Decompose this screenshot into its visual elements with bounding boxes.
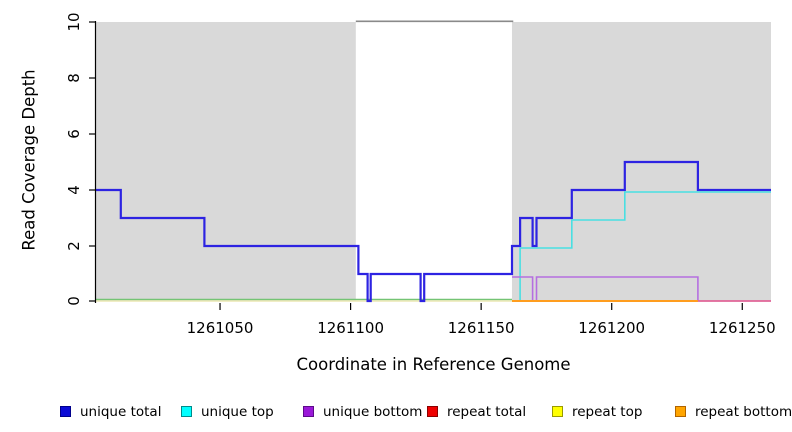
x-tick-label: 1261200 <box>578 319 645 337</box>
legend-item-repeat-bottom: repeat bottom <box>675 401 792 420</box>
legend-item-repeat-top: repeat top <box>552 401 643 420</box>
series-unique-total <box>96 160 771 303</box>
legend-item-unique-top: unique top <box>181 401 274 420</box>
legend-item-unique-bottom: unique bottom <box>303 401 423 420</box>
covered-region-left <box>96 22 356 301</box>
series-unique-top <box>519 191 771 301</box>
y-tick-label: 6 <box>65 129 83 139</box>
series-unique-bottom <box>512 276 771 302</box>
repeat-total-swatch-icon <box>427 406 438 417</box>
x-tick-label: 1261150 <box>448 319 515 337</box>
y-tick-label: 2 <box>65 241 83 251</box>
y-axis-title: Read Coverage Depth <box>19 69 39 251</box>
legend-label: repeat total <box>447 404 527 420</box>
x-tick-label: 1261250 <box>709 319 776 337</box>
y-tick-label: 10 <box>65 12 83 31</box>
y-tick-label: 0 <box>65 296 83 306</box>
unique-total-swatch-icon <box>60 406 71 417</box>
legend-label: unique bottom <box>323 404 423 420</box>
repeat-top-swatch-icon <box>552 406 563 417</box>
legend-label: repeat bottom <box>695 404 792 420</box>
legend-label: repeat top <box>572 404 643 420</box>
x-tick-label: 1261100 <box>317 319 384 337</box>
x-axis-title: Coordinate in Reference Genome <box>296 355 571 374</box>
unique-top-swatch-icon <box>181 406 192 417</box>
y-tick-label: 8 <box>65 73 83 83</box>
legend-label: unique total <box>80 404 162 420</box>
repeat-bottom-swatch-icon <box>675 406 686 417</box>
y-tick-label: 4 <box>65 185 83 195</box>
legend-item-unique-total: unique total <box>60 401 162 420</box>
x-tick-label: 1261050 <box>187 319 254 337</box>
legend-item-repeat-total: repeat total <box>427 401 527 420</box>
legend-label: unique top <box>201 404 274 420</box>
unique-bottom-swatch-icon <box>303 406 314 417</box>
